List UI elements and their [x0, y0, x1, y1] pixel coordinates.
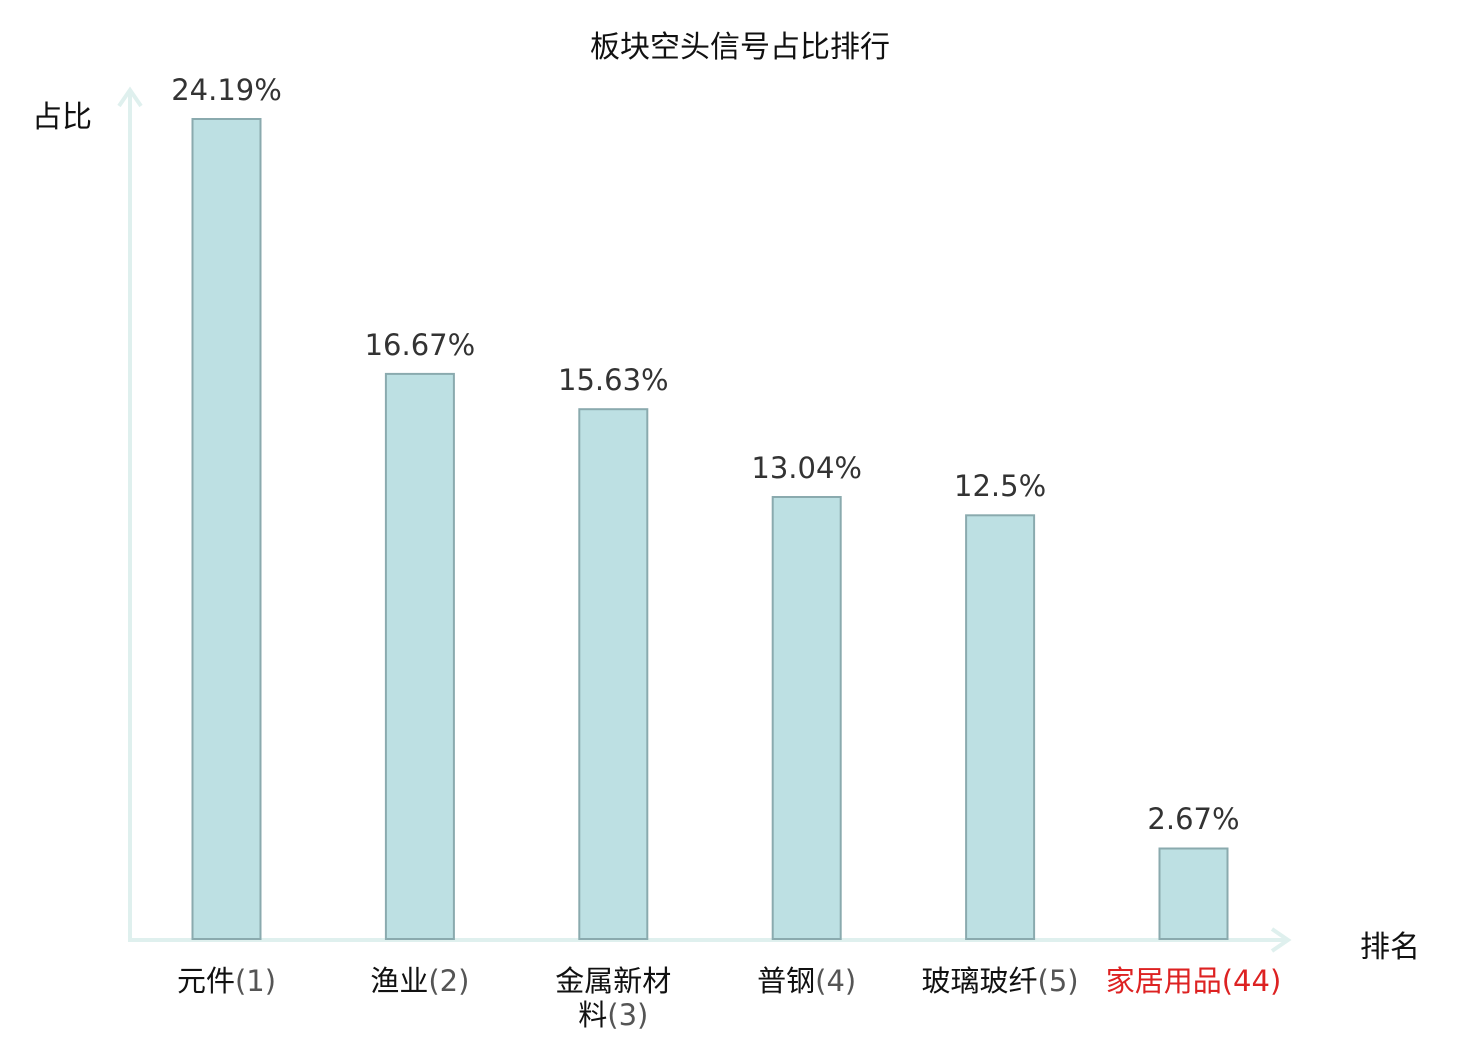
category-rank: (44)	[1221, 964, 1282, 998]
data-label: 2.67%	[1147, 802, 1240, 837]
axes	[117, 86, 1292, 953]
category-tick-label: 渔业(2)	[320, 964, 520, 998]
bar	[771, 496, 842, 940]
category-tick-label: 家居用品(44)	[1094, 964, 1294, 998]
bar	[578, 408, 649, 940]
category-rank: (2)	[428, 964, 470, 998]
data-label: 16.67%	[364, 327, 476, 362]
data-label: 12.5%	[954, 469, 1047, 504]
y-axis-arrow	[117, 86, 143, 108]
category-tick-label: 元件(1)	[127, 964, 327, 998]
y-axis-label: 占比	[32, 100, 92, 135]
bar	[191, 118, 262, 940]
category-name: 渔业	[370, 964, 429, 998]
chart-title: 板块空头信号占比排行	[590, 30, 890, 65]
data-label: 24.19%	[171, 73, 282, 107]
category-name: 家居用品	[1105, 964, 1222, 998]
bar	[965, 514, 1036, 940]
x-axis-arrow	[1270, 927, 1292, 953]
bars	[191, 118, 1229, 940]
bar	[1158, 847, 1229, 940]
bar	[384, 372, 455, 940]
category-rank: (1)	[234, 964, 277, 998]
x-axis-label: 排名	[1360, 930, 1420, 965]
category-tick-label: 普钢(4)	[707, 964, 907, 998]
category-name: 玻璃玻纤	[921, 964, 1038, 998]
category-tick-label: 玻璃玻纤(5)	[900, 964, 1100, 998]
data-label: 15.63%	[558, 363, 669, 398]
category-name-cont: 料	[578, 998, 608, 1032]
category-name: 普钢	[757, 964, 816, 998]
category-name: 元件	[176, 964, 235, 998]
data-label: 13.04%	[751, 450, 862, 485]
category-rank: (3)	[607, 998, 649, 1032]
category-tick-label: 金属新材 料(3)	[513, 964, 713, 1032]
category-rank: (4)	[815, 964, 857, 998]
category-rank: (5)	[1037, 964, 1079, 998]
category-name: 金属新材	[555, 964, 672, 998]
